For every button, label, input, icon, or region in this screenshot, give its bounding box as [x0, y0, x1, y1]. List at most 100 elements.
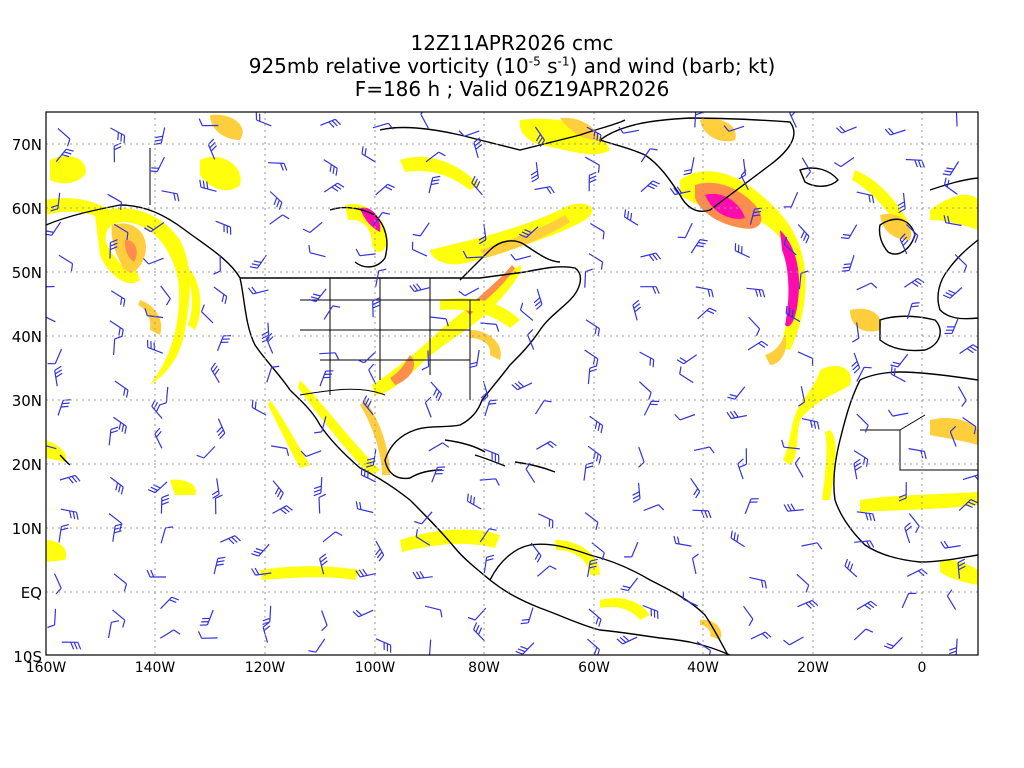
- vort-natl-band-tail: [765, 335, 787, 365]
- wind-barb: [789, 112, 797, 128]
- wind-barb: [213, 286, 228, 305]
- wind-barb: [957, 558, 966, 579]
- south-america-north: [489, 543, 729, 655]
- title-exp-2: -1: [557, 54, 570, 69]
- wind-barb: [783, 636, 804, 646]
- lat-label-50n: 50N: [12, 264, 42, 282]
- wind-barb: [107, 193, 123, 210]
- wind-barb: [59, 474, 81, 484]
- wind-barb: [356, 351, 377, 364]
- wind-barb: [458, 130, 480, 137]
- wind-barb: [519, 302, 534, 321]
- vort-epac-itcz: [260, 566, 360, 580]
- wind-barb: [466, 493, 482, 510]
- wind-barb: [944, 318, 959, 335]
- wind-barb: [674, 413, 696, 421]
- wind-barb: [585, 156, 600, 173]
- vort-scandinavia: [930, 194, 978, 230]
- great-lakes-coast: [459, 240, 561, 281]
- wind-barb: [588, 608, 602, 627]
- wind-barb: [515, 642, 535, 655]
- wind-barb: [372, 211, 391, 226]
- wind-barb: [47, 348, 63, 365]
- wind-barb: [431, 466, 446, 483]
- wind-barb: [643, 504, 665, 512]
- wind-barb: [743, 605, 754, 627]
- lon-label-60w: 60W: [578, 660, 610, 676]
- wind-barb: [794, 456, 804, 478]
- iberia: [879, 315, 941, 352]
- wind-barb: [308, 288, 327, 303]
- wind-barb: [676, 354, 698, 365]
- wind-barb: [940, 540, 961, 549]
- wind-barb: [841, 224, 858, 240]
- vort-pacific-band: [186, 270, 201, 330]
- vort-natl-band-max: [780, 230, 800, 327]
- vort-hudson: [345, 204, 388, 252]
- wind-barb: [255, 112, 272, 127]
- wind-barb: [216, 335, 232, 352]
- wind-barb: [147, 481, 168, 494]
- africa-borders: [860, 414, 978, 471]
- wind-barb: [536, 440, 557, 450]
- wind-barb: [957, 386, 967, 407]
- wind-barb: [533, 289, 543, 310]
- wind-barb: [220, 535, 241, 545]
- vort-pacific-band2: [138, 300, 162, 335]
- wind-barb: [690, 477, 701, 499]
- wind-barb: [584, 349, 599, 367]
- wind-barb: [904, 522, 912, 544]
- vort-hudson-max: [360, 207, 381, 232]
- wind-barb: [109, 320, 124, 338]
- wind-barb: [538, 513, 554, 529]
- wind-barb: [469, 349, 480, 369]
- east-na-coast: [240, 266, 582, 480]
- wind-barb: [428, 175, 441, 194]
- wind-barb: [844, 558, 858, 578]
- wind-barb: [107, 620, 120, 639]
- wind-barb: [640, 148, 658, 163]
- wind-barb: [483, 554, 495, 574]
- lat-label-10s: 10S: [13, 648, 42, 666]
- wind-barb: [319, 370, 334, 387]
- wind-barb: [884, 127, 906, 136]
- wind-barb: [462, 250, 483, 259]
- wind-barb: [484, 399, 498, 417]
- wind-barb: [841, 255, 855, 272]
- vort-arctic-2: [400, 156, 480, 190]
- lon-label-20w: 20W: [797, 660, 829, 676]
- wind-barb: [639, 351, 655, 368]
- wind-barb: [525, 462, 536, 483]
- wind-barb: [153, 127, 166, 146]
- wind-barbs: [46, 112, 978, 655]
- wind-barb: [428, 639, 432, 655]
- wind-barb: [352, 609, 374, 618]
- wind-barb: [483, 448, 500, 463]
- wind-barb: [679, 366, 694, 384]
- wind-barb: [785, 305, 801, 323]
- wind-barb: [473, 622, 486, 642]
- wind-barb: [270, 445, 290, 457]
- wind-barb: [797, 599, 819, 609]
- wind-barb: [55, 148, 74, 162]
- wind-barb: [318, 493, 327, 514]
- wind-barb: [197, 631, 218, 639]
- wind-barb: [690, 239, 708, 254]
- wind-barb: [362, 395, 374, 416]
- lon-label-40w: 40W: [687, 660, 719, 676]
- wind-barb: [834, 157, 855, 168]
- wind-barb: [200, 304, 214, 324]
- wind-barb: [697, 307, 717, 320]
- wind-barb: [587, 445, 602, 464]
- wind-barb: [618, 126, 640, 134]
- wind-barb: [412, 222, 430, 237]
- wind-barb: [272, 505, 293, 515]
- vort-us-midwest: [440, 298, 520, 328]
- wind-barb: [738, 159, 747, 180]
- wind-barb: [421, 350, 430, 371]
- vort-canada-band: [430, 203, 593, 265]
- wind-barb: [746, 287, 766, 298]
- wind-barb: [54, 573, 62, 595]
- wind-barb: [730, 530, 745, 548]
- vort-amazon: [600, 598, 650, 620]
